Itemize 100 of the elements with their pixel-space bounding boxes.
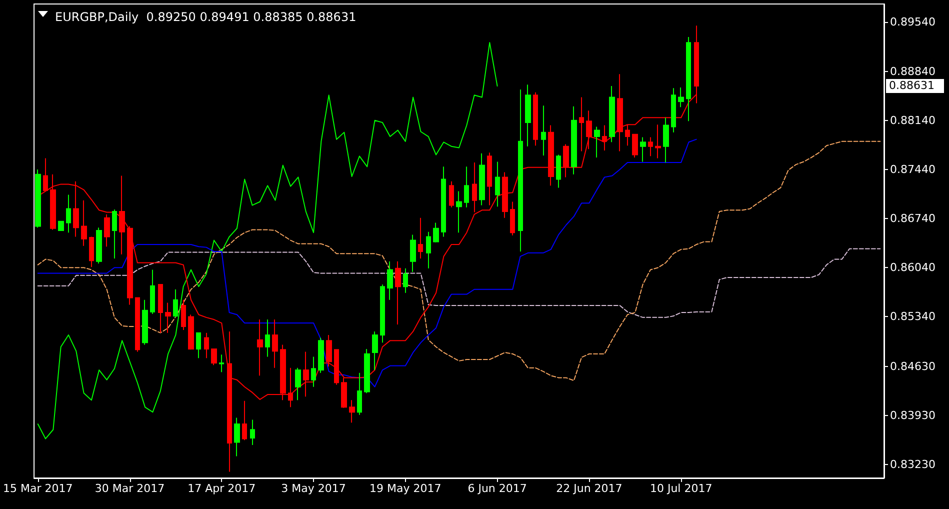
y-tick-label: 0.89540 xyxy=(890,16,936,29)
x-tick-label: 30 Mar 2017 xyxy=(94,482,165,495)
candlestick xyxy=(211,348,217,366)
y-tick-label: 0.88140 xyxy=(890,114,936,127)
candlestick xyxy=(188,314,194,350)
x-tick-label: 22 Jun 2017 xyxy=(556,482,622,495)
candlestick xyxy=(418,217,423,260)
candlestick xyxy=(502,172,508,218)
candlestick xyxy=(518,89,523,252)
candlestick xyxy=(35,168,41,228)
x-tick-label: 10 Jul 2017 xyxy=(650,482,712,495)
candlestick xyxy=(196,332,201,359)
y-tick-label: 0.83930 xyxy=(890,409,936,422)
candlestick xyxy=(433,222,439,243)
candlestick xyxy=(648,136,653,157)
candlestick xyxy=(541,105,546,156)
candlestick xyxy=(219,354,224,373)
candlestick xyxy=(533,92,538,146)
candlestick xyxy=(479,152,485,206)
candlestick xyxy=(181,299,186,331)
line-series xyxy=(37,140,881,382)
candlestick xyxy=(472,162,477,213)
candlestick xyxy=(671,88,676,133)
candlestick xyxy=(43,158,48,192)
candlestick xyxy=(372,330,378,371)
y-tick-label: 0.87440 xyxy=(890,162,936,176)
candlestick xyxy=(640,136,646,162)
candlestick xyxy=(165,302,171,334)
candlestick xyxy=(510,201,515,236)
candlestick xyxy=(663,117,669,163)
candlestick xyxy=(158,284,163,334)
candlestick xyxy=(89,236,94,268)
candlestick xyxy=(655,124,661,159)
candlestick xyxy=(380,284,385,344)
candlestick xyxy=(410,234,416,272)
candlestick xyxy=(441,166,446,238)
x-tick-label: 19 May 2017 xyxy=(370,482,442,495)
candlestick xyxy=(625,124,630,146)
candlestick xyxy=(456,190,462,234)
line-series xyxy=(37,42,498,440)
candlestick xyxy=(311,356,316,388)
y-tick-label: 0.85340 xyxy=(890,310,936,324)
y-tick-label: 0.84630 xyxy=(890,360,936,374)
candlestick xyxy=(678,86,684,108)
candlestick xyxy=(318,337,324,374)
candlestick xyxy=(66,194,71,234)
candlestick xyxy=(525,84,531,147)
candlestick xyxy=(142,299,148,346)
candlestick xyxy=(464,166,469,208)
candlestick xyxy=(349,400,355,424)
y-tick-label: 0.83230 xyxy=(890,458,936,472)
candlestick xyxy=(242,400,247,441)
candlestick xyxy=(426,231,431,269)
candlestick xyxy=(387,260,393,300)
candlestick xyxy=(135,297,140,352)
candlestick xyxy=(563,144,569,178)
candlestick xyxy=(495,161,500,208)
candlestick xyxy=(119,175,125,255)
line-series xyxy=(37,138,697,388)
candlestick xyxy=(150,269,155,314)
candlestick xyxy=(295,367,301,401)
candlestick xyxy=(265,319,270,358)
candlestick xyxy=(556,154,561,188)
candlestick xyxy=(81,200,87,246)
y-tick-label: 0.88840 xyxy=(890,64,936,78)
candlestick xyxy=(104,214,110,248)
line-series xyxy=(37,248,881,318)
candlestick xyxy=(58,220,64,231)
candlestick xyxy=(127,226,133,306)
candlestick xyxy=(73,180,79,238)
candlestick xyxy=(403,268,408,294)
x-tick-label: 17 Apr 2017 xyxy=(188,482,256,495)
candlestick xyxy=(609,86,615,143)
x-tick-label: 15 Mar 2017 xyxy=(2,482,73,495)
candlestick xyxy=(334,349,339,386)
candlestick xyxy=(571,106,577,175)
candlestick xyxy=(364,348,370,394)
candlestick xyxy=(250,419,255,446)
x-tick-label: 6 Jun 2017 xyxy=(468,482,527,495)
candlestick xyxy=(487,152,492,206)
x-tick-label: 3 May 2017 xyxy=(281,482,346,495)
candlestick xyxy=(395,260,401,325)
candlestick xyxy=(272,319,278,368)
candlestick xyxy=(548,124,554,186)
candlestick xyxy=(234,417,240,457)
candlestick xyxy=(112,208,117,260)
y-tick-label: 0.86740 xyxy=(890,212,936,226)
candlestick xyxy=(586,110,592,150)
candlestick xyxy=(204,332,209,359)
candlestick xyxy=(96,227,102,264)
candlestick xyxy=(303,351,309,398)
text: EURGBP,Daily 0.89250 0.89491 0.88385 0.88631 xyxy=(55,10,356,24)
text: 0.88631 xyxy=(889,78,934,92)
candlestick xyxy=(602,124,607,152)
candlestick xyxy=(326,334,332,368)
candlestick xyxy=(173,288,178,318)
candlestick xyxy=(257,319,263,376)
candlestick xyxy=(50,174,56,230)
candlestick xyxy=(686,36,691,122)
candlestick xyxy=(594,126,600,158)
